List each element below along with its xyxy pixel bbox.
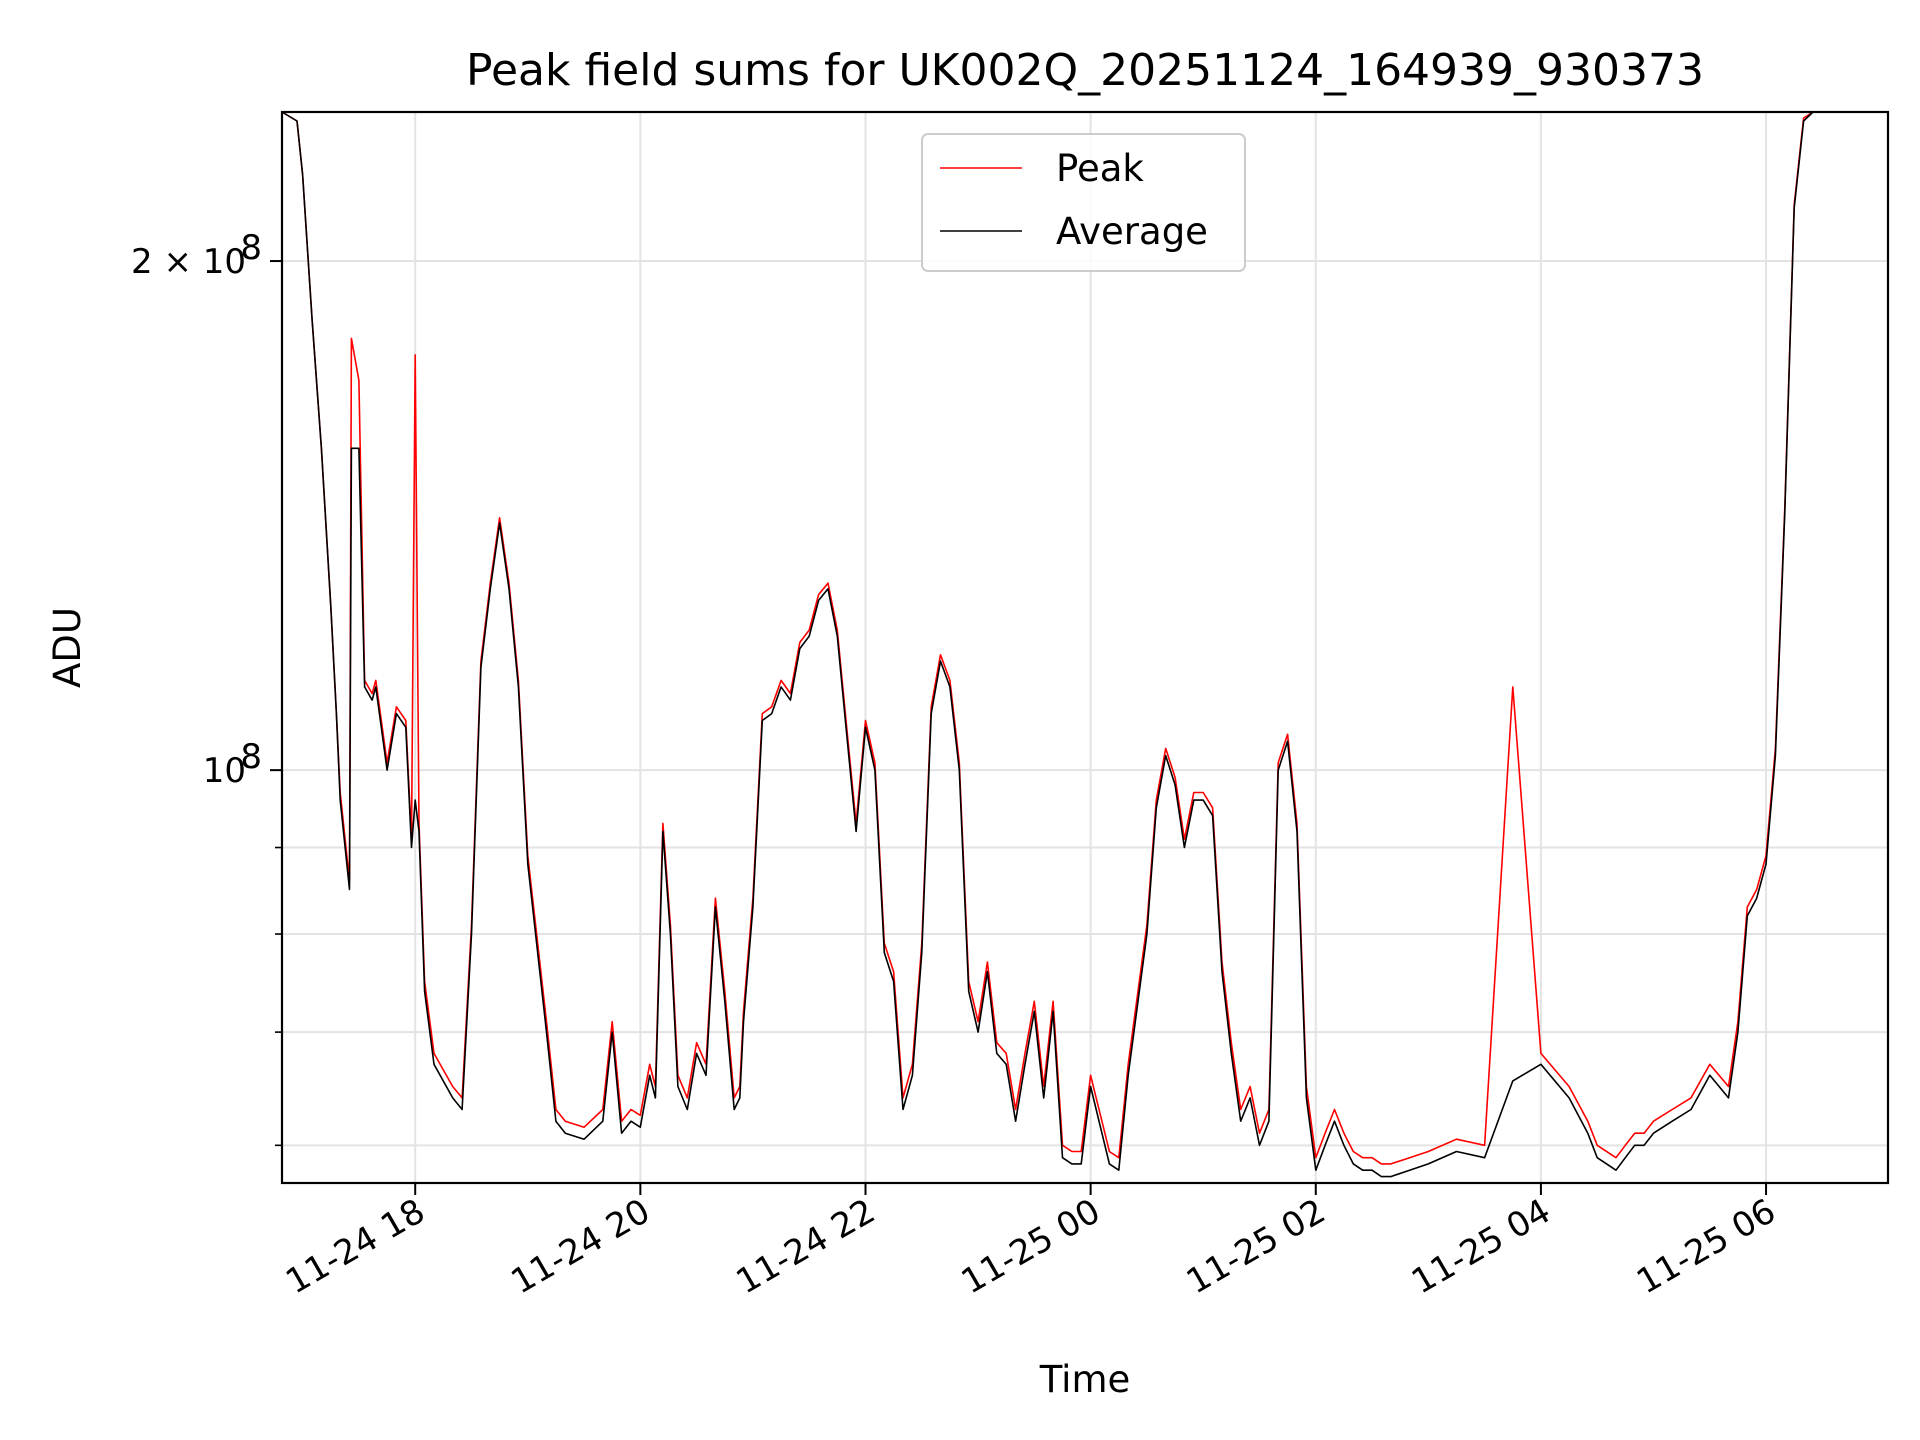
y-tick-label: 82 × 10 xyxy=(131,228,262,282)
y-axis-title: ADU xyxy=(46,607,89,688)
plot-frame xyxy=(280,110,1890,1185)
grid-lines xyxy=(282,112,1888,1183)
series-layer xyxy=(281,111,1814,1178)
y-tick-exponent: 8 xyxy=(240,228,262,268)
series-line-average xyxy=(281,111,1814,1178)
y-tick-exponent: 8 xyxy=(240,737,262,777)
legend-label-peak: Peak xyxy=(1056,147,1144,190)
y-tick-label: 810 xyxy=(203,737,262,791)
legend: Peak Average xyxy=(921,133,1246,272)
y-tick-mantissa: 2 × 10 xyxy=(131,242,246,282)
legend-label-average: Average xyxy=(1056,210,1208,253)
y-tick-mantissa: 10 xyxy=(203,751,246,791)
chart-title: Peak field sums for UK002Q_20251124_1649… xyxy=(466,45,1704,96)
x-axis-title: Time xyxy=(1039,1358,1131,1401)
